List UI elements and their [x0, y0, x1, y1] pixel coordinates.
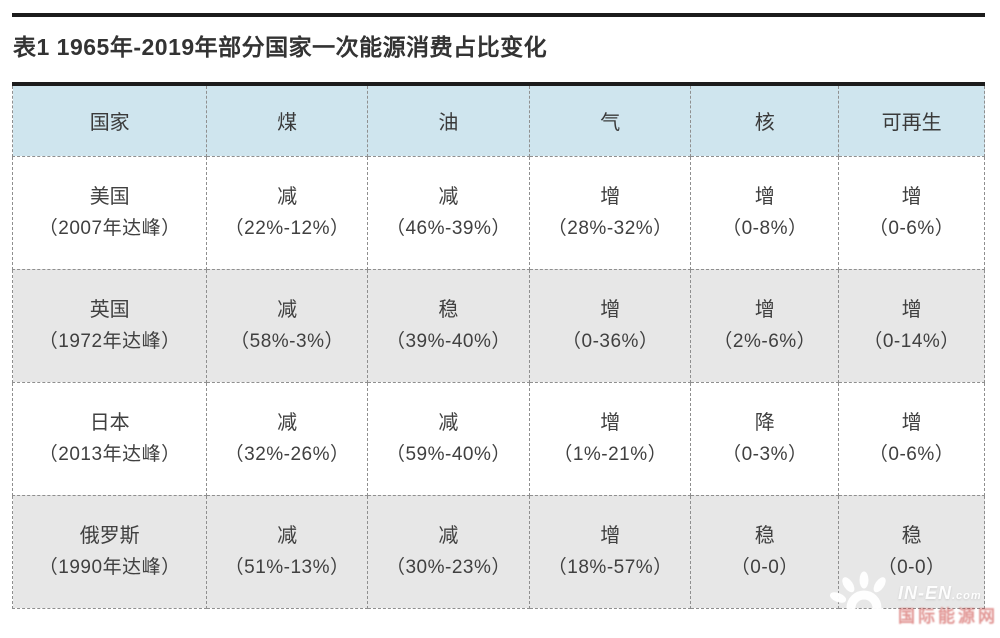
- trend-label: 增: [754, 185, 775, 208]
- trend-label: 稳: [438, 298, 459, 321]
- value-cell-oil: 稳 （39%-40%）: [366, 268, 531, 383]
- range-label: （0-0）: [730, 556, 799, 578]
- range-label: （30%-23%）: [385, 556, 511, 578]
- trend-label: 增: [901, 298, 922, 321]
- peak-year: （2013年达峰）: [38, 443, 181, 465]
- range-label: （59%-40%）: [385, 443, 511, 465]
- range-label: （0-3%）: [722, 443, 808, 465]
- value-cell-nuclear: 稳 （0-0）: [690, 494, 840, 609]
- trend-label: 降: [754, 411, 775, 434]
- value-cell-nuclear: 增 （2%-6%）: [690, 268, 840, 383]
- value-cell-gas: 增 （18%-57%）: [529, 494, 692, 609]
- trend-label: 稳: [754, 524, 775, 547]
- range-label: （0-0）: [877, 556, 946, 578]
- value-cell-renewable: 增 （0-14%）: [838, 268, 985, 383]
- value-cell-oil: 减 （46%-39%）: [366, 155, 531, 270]
- trend-label: 增: [600, 411, 621, 434]
- range-label: （0-6%）: [868, 443, 955, 465]
- range-label: （0-6%）: [868, 217, 955, 239]
- country-cell: 英国 （1972年达峰）: [11, 268, 208, 383]
- value-cell-coal: 减 （58%-3%）: [206, 268, 368, 383]
- header-row: 国家 煤 油 气 核 可再生: [11, 83, 985, 157]
- trend-label: 减: [438, 411, 459, 434]
- range-label: （22%-12%）: [224, 217, 350, 239]
- country-cell: 美国 （2007年达峰）: [11, 155, 208, 270]
- range-label: （18%-57%）: [547, 556, 673, 578]
- peak-year: （2007年达峰）: [38, 217, 181, 239]
- column-header-nuclear: 核: [690, 83, 840, 157]
- range-label: （39%-40%）: [385, 330, 511, 352]
- trend-label: 减: [438, 185, 459, 208]
- value-cell-coal: 减 （51%-13%）: [206, 494, 368, 609]
- range-label: （0-36%）: [562, 330, 659, 352]
- range-label: （58%-3%）: [230, 330, 344, 352]
- range-label: （51%-13%）: [224, 556, 350, 578]
- column-header-gas: 气: [529, 83, 692, 157]
- country-name: 美国: [89, 185, 130, 208]
- value-cell-oil: 减 （30%-23%）: [366, 494, 531, 609]
- trend-label: 减: [277, 185, 298, 208]
- country-cell: 俄罗斯 （1990年达峰）: [11, 494, 208, 609]
- top-rule: [12, 13, 985, 17]
- table-row-japan: 日本 （2013年达峰） 减 （32%-26%） 减 （59%-40%） 增 （…: [11, 381, 985, 496]
- trend-label: 增: [600, 524, 621, 547]
- range-label: （32%-26%）: [224, 443, 350, 465]
- column-header-oil: 油: [366, 83, 531, 157]
- range-label: （0-14%）: [863, 330, 960, 352]
- trend-label: 增: [600, 185, 621, 208]
- range-label: （46%-39%）: [385, 217, 511, 239]
- trend-label: 增: [754, 298, 775, 321]
- value-cell-gas: 增 （1%-21%）: [529, 381, 692, 496]
- column-header-country: 国家: [11, 83, 208, 157]
- value-cell-coal: 减 （32%-26%）: [206, 381, 368, 496]
- country-cell: 日本 （2013年达峰）: [11, 381, 208, 496]
- peak-year: （1990年达峰）: [38, 556, 181, 578]
- trend-label: 减: [277, 411, 298, 434]
- table-row-uk: 英国 （1972年达峰） 减 （58%-3%） 稳 （39%-40%） 增 （0…: [11, 268, 985, 383]
- value-cell-gas: 增 （0-36%）: [529, 268, 692, 383]
- value-cell-gas: 增 （28%-32%）: [529, 155, 692, 270]
- trend-label: 稳: [901, 524, 922, 547]
- watermark-site-cn: 国际能源网: [898, 607, 998, 626]
- trend-label: 减: [277, 298, 298, 321]
- trend-label: 增: [901, 411, 922, 434]
- value-cell-nuclear: 增 （0-8%）: [690, 155, 840, 270]
- range-label: （0-8%）: [722, 217, 808, 239]
- page-title: 表1 1965年-2019年部分国家一次能源消费占比变化: [13, 34, 548, 60]
- column-header-renewable: 可再生: [838, 83, 985, 157]
- range-label: （2%-6%）: [713, 330, 817, 352]
- value-cell-nuclear: 降 （0-3%）: [690, 381, 840, 496]
- value-cell-renewable: 增 （0-6%）: [838, 381, 985, 496]
- table-row-usa: 美国 （2007年达峰） 减 （22%-12%） 减 （46%-39%） 增 （…: [11, 155, 985, 270]
- peak-year: （1972年达峰）: [38, 330, 181, 352]
- country-name: 日本: [89, 411, 130, 434]
- column-header-coal: 煤: [206, 83, 368, 157]
- value-cell-renewable: 稳 （0-0）: [838, 494, 985, 609]
- country-name: 英国: [89, 298, 130, 321]
- country-name: 俄罗斯: [79, 524, 140, 547]
- value-cell-coal: 减 （22%-12%）: [206, 155, 368, 270]
- value-cell-renewable: 增 （0-6%）: [838, 155, 985, 270]
- energy-consumption-table: 国家 煤 油 气 核 可再生 美国 （2007年达峰） 减 （22%-12%） …: [11, 82, 985, 609]
- value-cell-oil: 减 （59%-40%）: [366, 381, 531, 496]
- trend-label: 增: [901, 185, 922, 208]
- table-row-russia: 俄罗斯 （1990年达峰） 减 （51%-13%） 减 （30%-23%） 增 …: [11, 494, 985, 609]
- range-label: （28%-32%）: [547, 217, 673, 239]
- trend-label: 增: [600, 298, 621, 321]
- trend-label: 减: [438, 524, 459, 547]
- trend-label: 减: [277, 524, 298, 547]
- range-label: （1%-21%）: [553, 443, 668, 465]
